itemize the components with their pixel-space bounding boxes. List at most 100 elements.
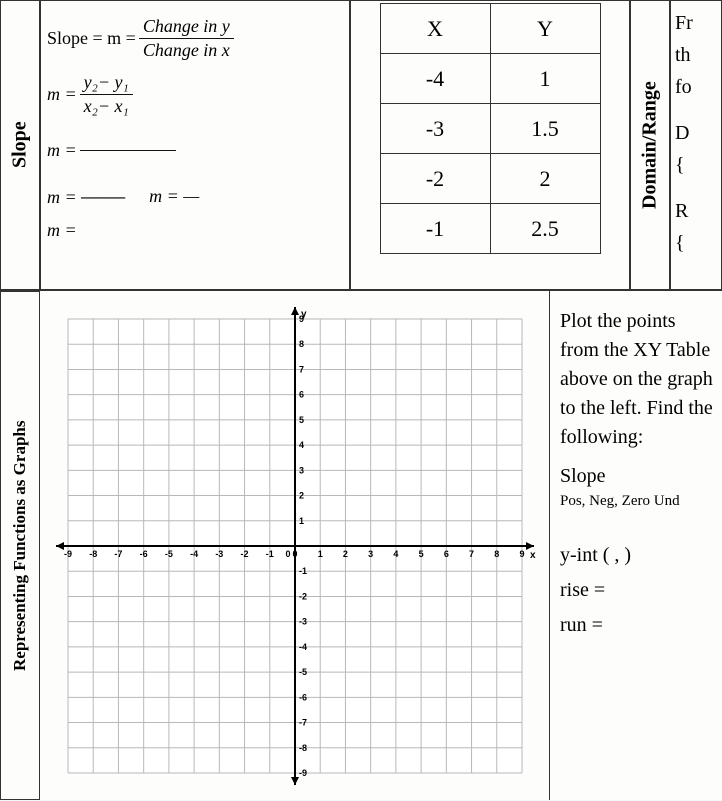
slope-word-frac: Change in y Change in x [139,15,234,63]
svg-text:-7: -7 [114,549,122,559]
table-row: -31.5 [380,104,600,154]
spacer [675,103,715,117]
rep-funcs-label: Representing Functions as Graphs [0,291,40,800]
cell-x: -4 [380,54,490,104]
slope-section-label: Slope [0,0,40,290]
xy-table: X Y -41-31.5-22-12.5 [380,3,601,254]
svg-text:6: 6 [443,549,448,559]
table-row: -12.5 [380,204,600,254]
change-x: Change in x [139,39,234,62]
svg-text:-4: -4 [190,549,198,559]
svg-text:9: 9 [519,549,524,559]
table-row: -22 [380,154,600,204]
slope-symbolic-row: m = y₂− y₁ x₂− x₁ [47,71,343,119]
slope-def-row: Slope = m = Change in y Change in x [47,15,343,63]
svg-text:0: 0 [285,549,290,559]
svg-text:2: 2 [342,549,347,559]
cell-y: 1.5 [490,104,600,154]
svg-text:6: 6 [299,389,304,399]
y2y1: y₂− y₁ [80,71,133,95]
coordinate-grid: -9-8-7-6-5-4-3-2-10123456789-9-8-7-6-5-4… [50,301,540,791]
table-header-row: X Y [380,4,600,54]
svg-text:-5: -5 [164,549,172,559]
svg-text:5: 5 [299,414,304,424]
cell-x: -3 [380,104,490,154]
yint-label: y-int ( , ) [560,541,716,570]
bottom-row: Representing Functions as Graphs -9 -8 -7 -… [0,290,722,800]
svg-text:3: 3 [368,549,373,559]
svg-text:-7: -7 [299,717,307,727]
svg-text:-4: -4 [299,641,307,651]
svg-text:-9: -9 [63,549,71,559]
svg-text:-2: -2 [240,549,248,559]
m-eq-2: m = [47,139,77,162]
svg-text:8: 8 [299,339,304,349]
x2x1: x₂− x₁ [80,95,133,118]
svg-text:5: 5 [418,549,423,559]
svg-text:-6: -6 [299,692,307,702]
svg-text:7: 7 [469,549,474,559]
slope-formulas: Slope = m = Change in y Change in x m = … [40,0,350,290]
svg-text:-1: -1 [265,549,273,559]
m-eq-3-wrap: m = —— [47,182,125,211]
svg-text:-8: -8 [89,549,97,559]
spacer [675,181,715,195]
worksheet-page: Slope Slope = m = Change in y Change in … [0,0,722,800]
svg-text:3: 3 [299,465,304,475]
svg-text:-3: -3 [215,549,223,559]
col-y-header: Y [490,4,600,54]
frag-7: { [675,227,715,259]
svg-text:-1: -1 [299,566,307,576]
svg-text:2: 2 [299,490,304,500]
slope-eq-text: Slope = m = [47,27,136,50]
svg-text:-5: -5 [299,667,307,677]
m-blank-row-1: m = [47,127,343,175]
svg-text:7: 7 [299,364,304,374]
pnzu-label: Pos, Neg, Zero Und [560,491,716,513]
change-y: Change in y [139,15,234,39]
cell-y: 1 [490,54,600,104]
cell-y: 2.5 [490,204,600,254]
table-row: -41 [380,54,600,104]
frag-5: { [675,149,715,181]
svg-text:y: y [301,309,307,320]
svg-text:4: 4 [299,440,304,450]
m-blank-row-3: m = [47,219,343,242]
svg-text:x: x [530,550,536,561]
svg-text:-6: -6 [139,549,147,559]
svg-text:4: 4 [393,549,398,559]
domain-range-label: Domain/Range [630,0,670,290]
graph-cell: -9-8-7-6-5-4-3-2-10123456789-9-8-7-6-5-4… [40,291,550,800]
instructions-panel: Plot the points from the XY Table above … [550,291,722,800]
svg-text:-2: -2 [299,591,307,601]
slope-sym-frac: y₂− y₁ x₂− x₁ [80,71,133,119]
xy-table-cell: X Y -41-31.5-22-12.5 [350,0,630,290]
m-eq-5: m = [47,219,77,242]
slope-label: Slope [560,462,716,491]
rise-label: rise = [560,576,716,605]
frag-1: Fr [675,7,715,39]
svg-text:1: 1 [317,549,322,559]
cell-x: -1 [380,204,490,254]
right-cutoff-column: Fr th fo D { R { [670,0,722,290]
m-eq-4: m = — [149,185,199,208]
m-blank-row-2: m = —— m = — [47,182,343,211]
frag-2: th [675,39,715,71]
frag-4: D [675,117,715,149]
frag-6: R [675,195,715,227]
svg-text:8: 8 [494,549,499,559]
blank-frac-1 [80,127,176,175]
col-x-header: X [380,4,490,54]
instructions-text: Plot the points from the XY Table above … [560,307,716,452]
m-eq-3: m = [47,187,77,207]
frag-3: fo [675,71,715,103]
cell-y: 2 [490,154,600,204]
m-eq-1: m = [47,83,77,106]
svg-text:-9: -9 [299,768,307,778]
svg-text:1: 1 [299,515,304,525]
svg-text:-8: -8 [299,742,307,752]
svg-text:0: 0 [292,549,297,559]
run-label: run = [560,611,716,640]
svg-text:-3: -3 [299,616,307,626]
cell-x: -2 [380,154,490,204]
